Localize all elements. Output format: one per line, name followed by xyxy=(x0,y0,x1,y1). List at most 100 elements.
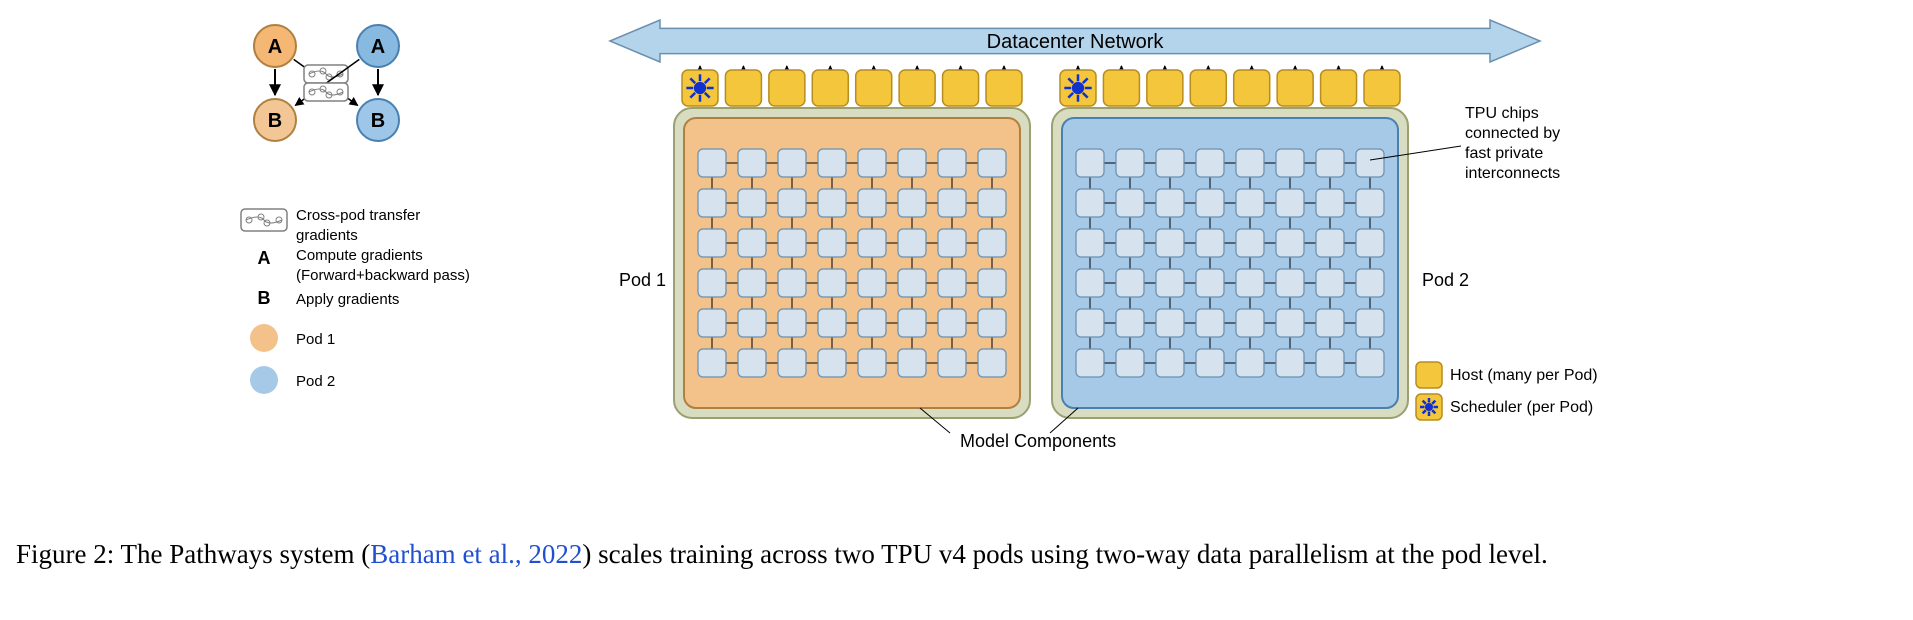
tpu-chip xyxy=(778,349,806,377)
tpu-chip xyxy=(978,229,1006,257)
tpu-chip xyxy=(1196,269,1224,297)
tpu-chip xyxy=(978,189,1006,217)
tpu-chip xyxy=(1076,229,1104,257)
tpu-chip xyxy=(1276,149,1304,177)
host xyxy=(943,70,979,106)
host xyxy=(899,70,935,106)
tpu-chip xyxy=(1236,309,1264,337)
host xyxy=(1364,70,1400,106)
pod-inner xyxy=(684,118,1020,408)
legend-label: Pod 2 xyxy=(296,373,335,390)
tpu-chip xyxy=(898,229,926,257)
tpu-chip xyxy=(1196,309,1224,337)
tpu-chip xyxy=(818,189,846,217)
host xyxy=(986,70,1022,106)
tpu-chip xyxy=(858,349,886,377)
tpu-chip xyxy=(978,269,1006,297)
tpu-chip xyxy=(938,189,966,217)
tpu-chip xyxy=(698,309,726,337)
tpu-chip xyxy=(698,149,726,177)
tpu-chip xyxy=(1236,149,1264,177)
tpu-chip xyxy=(1316,229,1344,257)
tpu-chip xyxy=(1116,269,1144,297)
legend-label: Scheduler (per Pod) xyxy=(1450,399,1593,416)
tpu-chip xyxy=(938,149,966,177)
tpu-chip xyxy=(1276,229,1304,257)
tpu-chip xyxy=(1156,309,1184,337)
host xyxy=(856,70,892,106)
pod-label: Pod 1 xyxy=(619,270,666,290)
tpu-chip xyxy=(698,189,726,217)
tpu-chip xyxy=(818,149,846,177)
tpu-chip xyxy=(1356,349,1384,377)
citation-link[interactable]: Barham et al., 2022 xyxy=(370,539,582,569)
host xyxy=(1147,70,1183,106)
tpu-chip xyxy=(1316,189,1344,217)
transfer-box-icon xyxy=(304,65,348,83)
tpu-chip xyxy=(738,349,766,377)
host xyxy=(1321,70,1357,106)
host-legend-icon xyxy=(1416,362,1442,388)
datacenter-label: Datacenter Network xyxy=(987,31,1165,53)
tpu-chip xyxy=(1276,269,1304,297)
tpu-chip xyxy=(938,229,966,257)
tpu-chip xyxy=(1196,149,1224,177)
tpu-chip xyxy=(898,269,926,297)
tpu-chip xyxy=(738,149,766,177)
tpu-chip xyxy=(1356,149,1384,177)
tpu-chip xyxy=(1236,349,1264,377)
scheduler-icon xyxy=(1064,74,1091,101)
transfer-box-icon xyxy=(241,209,287,231)
tpu-chip xyxy=(1116,149,1144,177)
graph-node-label: A xyxy=(268,36,282,58)
legend-circle-icon xyxy=(250,366,278,394)
tpu-chip xyxy=(1076,189,1104,217)
tpu-chip xyxy=(818,309,846,337)
tpu-chip xyxy=(1156,349,1184,377)
tpu-chip xyxy=(1276,189,1304,217)
host xyxy=(1234,70,1270,106)
figure-svg: ABABCross-pod transfergradientsACompute … xyxy=(0,0,1913,615)
tpu-chip xyxy=(858,189,886,217)
scheduler-icon xyxy=(686,74,713,101)
tpu-chip xyxy=(858,229,886,257)
tpu-note-line: connected by xyxy=(1465,125,1560,142)
tpu-chip xyxy=(938,349,966,377)
legend-label: Apply gradients xyxy=(296,291,399,308)
figure-container: ABABCross-pod transfergradientsACompute … xyxy=(0,0,1913,620)
tpu-chip xyxy=(778,149,806,177)
legend-letter-icon: B xyxy=(258,288,271,308)
pod-pod2: Pod 2 xyxy=(1052,66,1469,418)
tpu-chip xyxy=(1196,349,1224,377)
scheduler-icon xyxy=(1420,398,1438,416)
tpu-note-line: interconnects xyxy=(1465,165,1560,182)
legend-label: Cross-pod transfer xyxy=(296,207,420,224)
host xyxy=(1190,70,1226,106)
tpu-chip xyxy=(938,309,966,337)
tpu-chip xyxy=(1076,269,1104,297)
tpu-chip xyxy=(1076,309,1104,337)
tpu-chip xyxy=(1156,189,1184,217)
tpu-chip xyxy=(898,149,926,177)
tpu-chip xyxy=(1156,149,1184,177)
tpu-chip xyxy=(1356,189,1384,217)
tpu-chip xyxy=(738,309,766,337)
tpu-chip xyxy=(1196,189,1224,217)
figure-caption: Figure 2: The Pathways system (Barham et… xyxy=(16,535,1896,615)
tpu-chip xyxy=(978,349,1006,377)
tpu-chip xyxy=(1116,189,1144,217)
host xyxy=(769,70,805,106)
legend-label: Pod 1 xyxy=(296,331,335,348)
tpu-chip xyxy=(858,149,886,177)
tpu-chip xyxy=(1276,309,1304,337)
tpu-chip xyxy=(1076,149,1104,177)
tpu-chip xyxy=(1236,269,1264,297)
tpu-chip xyxy=(1316,149,1344,177)
tpu-chip xyxy=(858,269,886,297)
legend-letter-icon: A xyxy=(258,248,271,268)
tpu-note-line: fast private xyxy=(1465,145,1543,162)
tpu-chip xyxy=(1196,229,1224,257)
tpu-chip xyxy=(1116,229,1144,257)
graph-node-label: B xyxy=(371,110,385,132)
tpu-chip xyxy=(898,309,926,337)
